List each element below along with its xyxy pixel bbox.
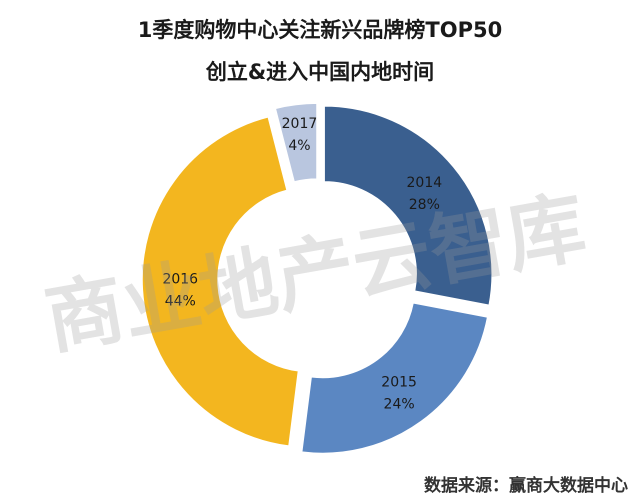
slice-category-label-2016: 2016 (162, 272, 198, 288)
slice-value-label-2014: 28% (409, 197, 440, 213)
slice-2015 (300, 301, 489, 455)
slice-category-label-2015: 2015 (381, 375, 417, 391)
slice-category-label-2017: 2017 (282, 116, 318, 132)
chart-title-line2: 创立&进入中国内地时间 (205, 60, 435, 84)
slice-value-label-2016: 44% (165, 294, 196, 310)
slice-2017 (274, 102, 318, 183)
donut-labels: 2014 28% 2015 24% 2016 44% 2017 4% (162, 116, 442, 412)
chart-title-line1: 1季度购物中心关注新兴品牌榜TOP50 (137, 18, 503, 42)
slice-value-label-2017: 4% (288, 138, 310, 154)
slice-value-label-2015: 24% (384, 397, 415, 413)
slice-2016 (141, 115, 300, 448)
donut-slices (141, 102, 493, 455)
slice-category-label-2014: 2014 (407, 175, 443, 191)
slice-2014 (323, 105, 493, 307)
source-note: 数据来源：赢商大数据中心 (424, 476, 628, 496)
